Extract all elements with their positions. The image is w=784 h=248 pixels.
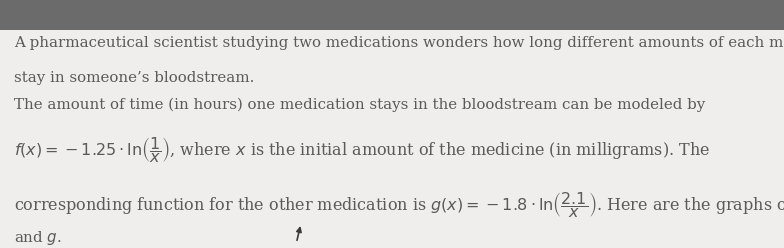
Text: $f(x) = -1.25 \cdot \ln\!\left(\dfrac{1}{x}\right)$, where $x$ is the initial am: $f(x) = -1.25 \cdot \ln\!\left(\dfrac{1}… [14,135,710,165]
Bar [0,0,784,30]
Text: stay in someone’s bloodstream.: stay in someone’s bloodstream. [14,71,255,85]
Text: The amount of time (in hours) one medication stays in the bloodstream can be mod: The amount of time (in hours) one medica… [14,98,706,112]
Text: and $g$.: and $g$. [14,229,62,248]
Text: corresponding function for the other medication is $g(x) = -1.8 \cdot \ln\!\left: corresponding function for the other med… [14,190,784,220]
Text: A pharmaceutical scientist studying two medications wonders how long different a: A pharmaceutical scientist studying two … [14,36,784,50]
